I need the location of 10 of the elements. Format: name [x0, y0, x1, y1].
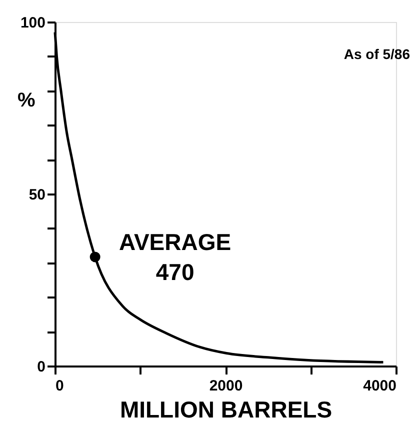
- annotation: As of 5/86: [344, 46, 410, 62]
- x-tick-label: 0: [56, 378, 64, 394]
- x-tick-label: 4000: [363, 378, 396, 394]
- y-tick-label: 0: [37, 358, 46, 376]
- x-tick-label: 2000: [209, 378, 243, 394]
- y-tick-label: 100: [20, 14, 46, 32]
- y-axis-title: %: [18, 90, 36, 112]
- x-axis-title: MILLION BARRELS: [120, 396, 332, 422]
- annotation: AVERAGE 470: [119, 228, 232, 285]
- y-tick-label: 50: [28, 186, 46, 204]
